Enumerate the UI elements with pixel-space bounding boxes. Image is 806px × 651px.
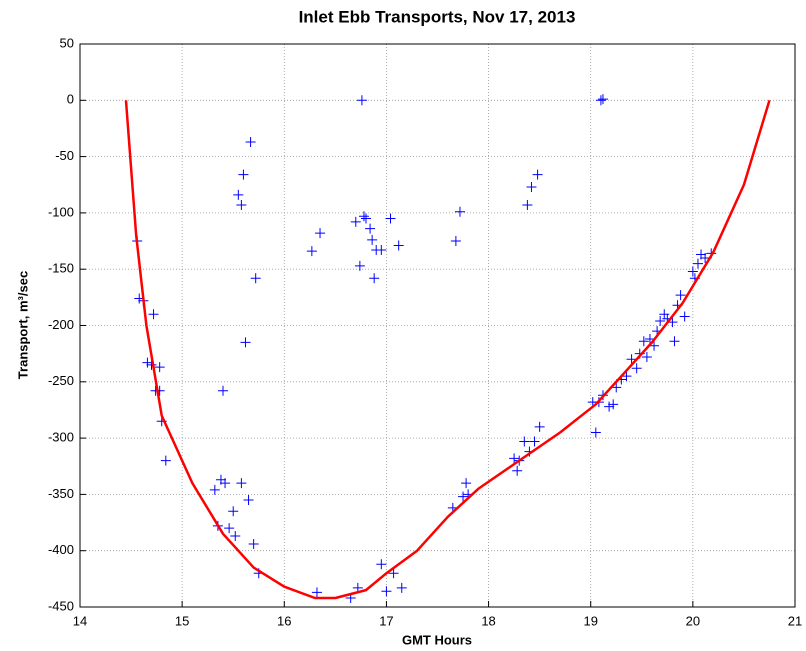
marker	[358, 211, 369, 222]
marker	[220, 478, 231, 489]
marker	[655, 315, 666, 326]
y-tick-label: -450	[48, 598, 74, 613]
marker	[160, 455, 171, 466]
marker	[687, 266, 698, 277]
x-tick-label: 17	[379, 613, 393, 628]
marker	[534, 421, 545, 432]
marker	[526, 182, 537, 193]
marker	[228, 506, 239, 517]
marker	[376, 245, 387, 256]
marker	[209, 484, 220, 495]
marker	[243, 495, 254, 506]
marker	[529, 436, 540, 447]
marker	[626, 354, 637, 365]
y-tick-label: 0	[67, 92, 74, 107]
marker	[350, 216, 361, 227]
marker	[608, 399, 619, 410]
marker	[631, 363, 642, 374]
marker	[311, 587, 322, 598]
marker	[376, 559, 387, 570]
marker	[388, 568, 399, 579]
marker	[461, 478, 472, 489]
marker	[396, 582, 407, 593]
y-tick-label: -250	[48, 373, 74, 388]
marker	[611, 382, 622, 393]
marker	[233, 189, 244, 200]
x-tick-label: 21	[788, 613, 802, 628]
marker	[450, 236, 461, 247]
marker	[218, 385, 228, 396]
y-tick-label: -350	[48, 486, 74, 501]
marker	[245, 136, 256, 147]
marker	[519, 436, 530, 447]
marker	[675, 290, 686, 301]
marker	[230, 531, 241, 542]
marker	[512, 465, 523, 476]
y-tick-label: -300	[48, 430, 74, 445]
marker	[148, 309, 159, 320]
marker	[369, 273, 380, 284]
marker	[236, 478, 247, 489]
marker	[458, 491, 469, 502]
marker	[381, 586, 392, 597]
line	[124, 99, 771, 600]
marker	[393, 240, 404, 251]
marker	[224, 523, 235, 534]
y-tick-label: 50	[60, 35, 74, 50]
marker	[595, 95, 606, 106]
marker	[532, 169, 543, 180]
marker	[306, 246, 317, 257]
marker	[240, 337, 251, 348]
x-tick-label: 19	[583, 613, 597, 628]
marker	[365, 223, 376, 234]
x-axis-label: GMT Hours	[402, 632, 472, 647]
marker	[236, 200, 247, 211]
marker	[250, 273, 261, 284]
x-tick-label: 16	[277, 613, 291, 628]
marker	[367, 234, 378, 245]
y-tick-label: -50	[55, 148, 74, 163]
y-axis-label: Transport, m³/sec	[15, 271, 30, 379]
y-tick-label: -400	[48, 542, 74, 557]
marker	[604, 401, 615, 412]
marker	[692, 258, 703, 269]
marker	[679, 311, 690, 322]
marker	[590, 427, 601, 438]
y-tick-label: -100	[48, 204, 74, 219]
marker	[154, 362, 165, 373]
marker	[356, 95, 367, 106]
marker	[649, 340, 660, 351]
x-tick-label: 14	[73, 613, 87, 628]
marker	[142, 357, 153, 368]
marker	[354, 260, 365, 271]
y-tick-label: -150	[48, 261, 74, 276]
x-tick-label: 20	[686, 613, 700, 628]
marker	[522, 200, 533, 211]
marker	[385, 213, 396, 224]
marker	[315, 228, 326, 239]
marker	[509, 453, 520, 464]
marker	[361, 213, 371, 224]
x-tick-label: 18	[481, 613, 495, 628]
marker	[454, 206, 465, 217]
chart-title: Inlet Ebb Transports, Nov 17, 2013	[299, 7, 576, 26]
marker	[248, 538, 259, 549]
plot-frame	[79, 43, 796, 608]
marker	[238, 169, 249, 180]
y-tick-label: -200	[48, 317, 74, 332]
marker	[641, 352, 652, 363]
marker	[669, 336, 680, 347]
marker	[597, 94, 608, 105]
x-tick-label: 15	[175, 613, 189, 628]
marker	[638, 336, 649, 347]
marker	[621, 371, 632, 382]
